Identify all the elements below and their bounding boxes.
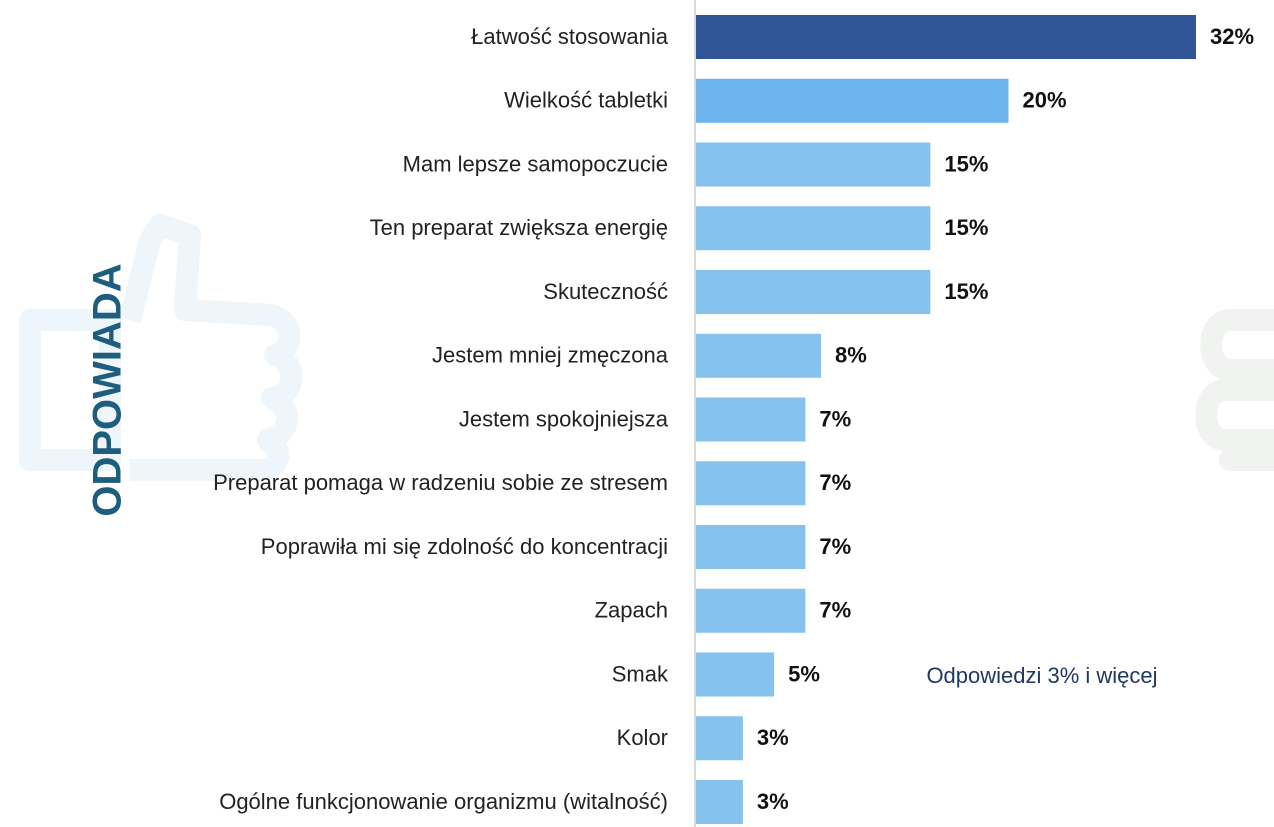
value-label: 15% [944, 279, 988, 304]
bar [696, 15, 1196, 59]
value-label: 8% [835, 343, 867, 368]
value-label: 5% [788, 661, 820, 686]
value-label: 3% [757, 725, 789, 750]
category-label: Jestem spokojniejsza [459, 406, 669, 431]
category-label: Ten preparat zwiększa energię [370, 215, 668, 240]
bar [696, 206, 931, 251]
value-label: 15% [944, 151, 988, 176]
category-label: Zapach [595, 598, 668, 623]
bar [696, 780, 743, 824]
value-label: 3% [757, 789, 789, 814]
category-label: Mam lepsze samopoczucie [403, 151, 668, 176]
category-label: Skuteczność [543, 279, 668, 304]
bar [696, 525, 806, 569]
bar [696, 333, 821, 378]
value-label: 7% [819, 598, 851, 623]
bar [696, 397, 806, 442]
side-label: ODPOWIADA [86, 263, 130, 516]
bar [696, 142, 931, 187]
background-icon [19, 214, 303, 481]
value-label: 32% [1210, 24, 1254, 49]
category-label: Smak [612, 661, 669, 686]
category-label: Poprawiła mi się zdolność do koncentracj… [261, 534, 668, 559]
category-label: Łatwość stosowania [471, 24, 669, 49]
bar [696, 270, 931, 314]
value-label: 20% [1023, 88, 1067, 113]
bar [696, 716, 743, 761]
category-label: Wielkość tabletki [504, 88, 668, 113]
value-label: 7% [819, 470, 851, 495]
bar [696, 461, 806, 506]
category-label: Preparat pomaga w radzeniu sobie ze stre… [213, 470, 668, 495]
bar [696, 78, 1009, 123]
value-label: 7% [819, 406, 851, 431]
category-label: Jestem mniej zmęczona [432, 343, 669, 368]
bar [696, 588, 806, 633]
background-icon [1195, 309, 1274, 471]
value-label: 15% [944, 215, 988, 240]
bar [696, 652, 775, 697]
value-label: 7% [819, 534, 851, 559]
category-label: Kolor [617, 725, 668, 750]
category-label: Ogólne funkcjonowanie organizmu (witalno… [219, 789, 668, 814]
annotation: Odpowiedzi 3% i więcej [926, 663, 1157, 688]
